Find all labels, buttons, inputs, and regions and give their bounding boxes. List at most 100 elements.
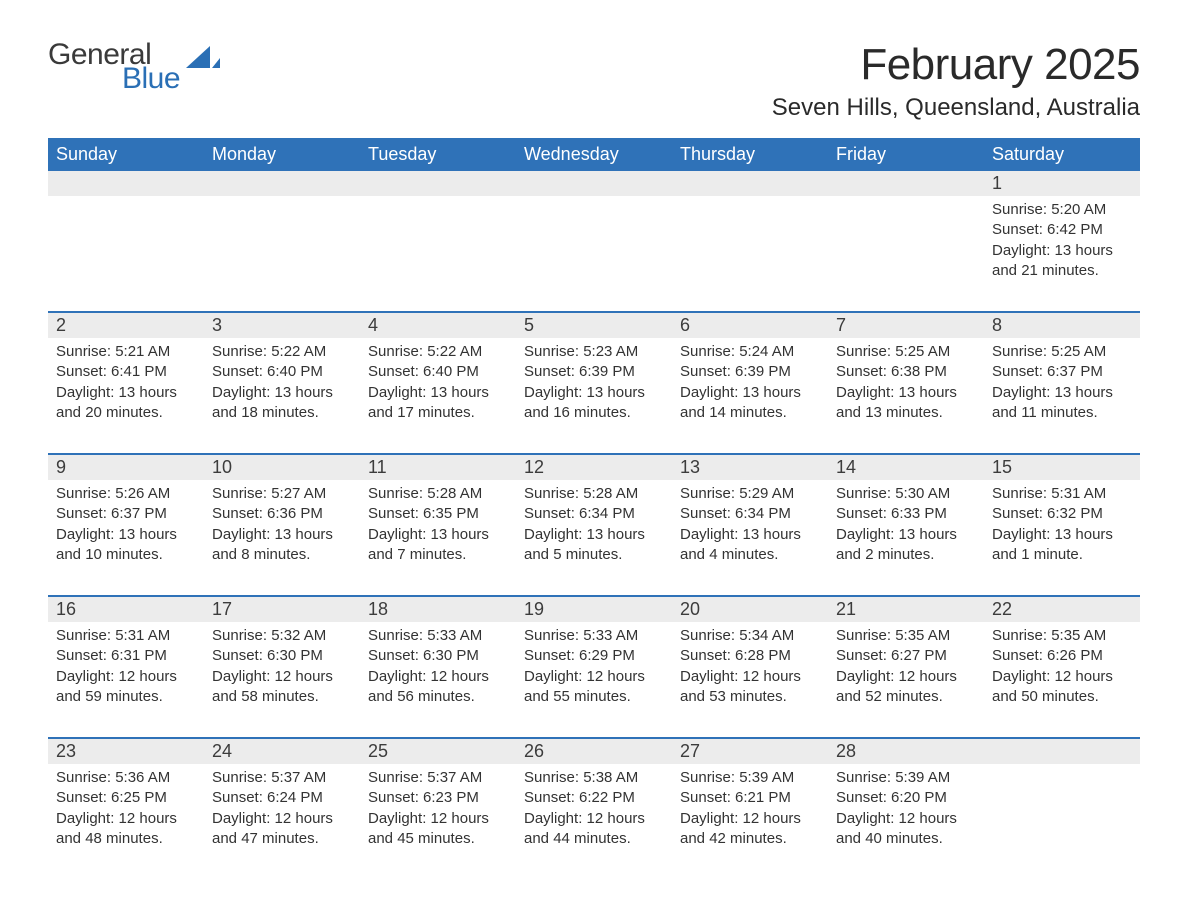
sunrise: Sunrise: 5:26 AM xyxy=(56,484,196,504)
detail-row: Sunrise: 5:36 AMSunset: 6:25 PMDaylight:… xyxy=(48,764,1140,861)
day-number: 21 xyxy=(828,597,984,622)
day-number xyxy=(48,171,204,196)
daylight: Daylight: 13 hours and 18 minutes. xyxy=(212,383,352,424)
detail-row: Sunrise: 5:26 AMSunset: 6:37 PM Daylight:… xyxy=(48,480,1140,596)
daylight: Daylight: 13 hours and 21 minutes. xyxy=(992,241,1132,282)
daylight: Daylight: 12 hours and 53 minutes. xyxy=(680,667,820,708)
day-number: 5 xyxy=(516,313,672,338)
day-detail xyxy=(984,764,1140,861)
sunrise: Sunrise: 5:33 AM xyxy=(368,626,508,646)
day-number: 2 xyxy=(48,313,204,338)
sunset: Sunset: 6:24 PM xyxy=(212,788,352,808)
daylight: Daylight: 13 hours and 14 minutes. xyxy=(680,383,820,424)
day-detail xyxy=(672,196,828,312)
day-detail xyxy=(48,196,204,312)
day-number: 6 xyxy=(672,313,828,338)
daylight: Daylight: 13 hours and 1 minute. xyxy=(992,525,1132,566)
day-detail: Sunrise: 5:28 AMSunset: 6:34 PMDaylight:… xyxy=(516,480,672,596)
sunrise: Sunrise: 5:33 AM xyxy=(524,626,664,646)
daynum-row: 232425262728 xyxy=(48,739,1140,764)
sunrise: Sunrise: 5:31 AM xyxy=(992,484,1132,504)
sunrise: Sunrise: 5:35 AM xyxy=(992,626,1132,646)
day-number: 1 xyxy=(984,171,1140,196)
sunset: Sunset: 6:35 PM xyxy=(368,504,508,524)
day-number: 15 xyxy=(984,455,1140,480)
daylight: Daylight: 13 hours and 17 minutes. xyxy=(368,383,508,424)
sunset: Sunset: 6:40 PM xyxy=(368,362,508,382)
day-detail: Sunrise: 5:26 AMSunset: 6:37 PMDaylight:… xyxy=(48,480,204,596)
daylight: Daylight: 12 hours and 59 minutes. xyxy=(56,667,196,708)
day-number xyxy=(204,171,360,196)
brand-logo: General Blue xyxy=(48,40,220,94)
day-number xyxy=(984,739,1140,764)
day-detail: Sunrise: 5:33 AMSunset: 6:29 PMDaylight:… xyxy=(516,622,672,738)
brand-sail-icon xyxy=(186,46,220,77)
day-number: 9 xyxy=(48,455,204,480)
sunset: Sunset: 6:34 PM xyxy=(680,504,820,524)
daylight: Daylight: 12 hours and 50 minutes. xyxy=(992,667,1132,708)
sunrise: Sunrise: 5:20 AM xyxy=(992,200,1132,220)
day-detail: Sunrise: 5:36 AMSunset: 6:25 PMDaylight:… xyxy=(48,764,204,861)
daylight: Daylight: 13 hours and 2 minutes. xyxy=(836,525,976,566)
day-number: 7 xyxy=(828,313,984,338)
sunrise: Sunrise: 5:29 AM xyxy=(680,484,820,504)
day-header-sat: Saturday xyxy=(984,138,1140,171)
sunrise: Sunrise: 5:21 AM xyxy=(56,342,196,362)
sunrise: Sunrise: 5:38 AM xyxy=(524,768,664,788)
daylight: Daylight: 13 hours and 4 minutes. xyxy=(680,525,820,566)
day-number: 22 xyxy=(984,597,1140,622)
daynum-row: 2345678 xyxy=(48,313,1140,338)
sunrise: Sunrise: 5:27 AM xyxy=(212,484,352,504)
day-number: 25 xyxy=(360,739,516,764)
detail-row: Sunrise: 5:31 AMSunset: 6:31 PMDaylight:… xyxy=(48,622,1140,738)
sunrise: Sunrise: 5:25 AM xyxy=(836,342,976,362)
daylight: Daylight: 13 hours and 8 minutes. xyxy=(212,525,352,566)
day-detail: Sunrise: 5:33 AMSunset: 6:30 PMDaylight:… xyxy=(360,622,516,738)
detail-row: Sunrise: 5:21 AMSunset: 6:41 PMDaylight:… xyxy=(48,338,1140,454)
sunrise: Sunrise: 5:39 AM xyxy=(836,768,976,788)
day-number: 11 xyxy=(360,455,516,480)
day-header-mon: Monday xyxy=(204,138,360,171)
daylight: Daylight: 12 hours and 44 minutes. xyxy=(524,809,664,850)
daynum-row: 16171819202122 xyxy=(48,597,1140,622)
day-detail xyxy=(828,196,984,312)
day-detail: Sunrise: 5:29 AMSunset: 6:34 PMDaylight:… xyxy=(672,480,828,596)
daylight: Daylight: 13 hours and 11 minutes. xyxy=(992,383,1132,424)
sunset: Sunset: 6:40 PM xyxy=(212,362,352,382)
sunrise: Sunrise: 5:31 AM xyxy=(56,626,196,646)
daynum-row: 1 xyxy=(48,171,1140,196)
day-detail: Sunrise: 5:35 AMSunset: 6:26 PMDaylight:… xyxy=(984,622,1140,738)
day-header-sun: Sunday xyxy=(48,138,204,171)
title-block: February 2025 Seven Hills, Queensland, A… xyxy=(772,40,1140,122)
day-number: 26 xyxy=(516,739,672,764)
sunset: Sunset: 6:20 PM xyxy=(836,788,976,808)
sunset: Sunset: 6:31 PM xyxy=(56,646,196,666)
day-number: 23 xyxy=(48,739,204,764)
sunrise: Sunrise: 5:32 AM xyxy=(212,626,352,646)
day-detail: Sunrise: 5:34 AMSunset: 6:28 PMDaylight:… xyxy=(672,622,828,738)
day-detail: Sunrise: 5:39 AMSunset: 6:20 PMDaylight:… xyxy=(828,764,984,861)
day-number: 20 xyxy=(672,597,828,622)
day-detail: Sunrise: 5:24 AMSunset: 6:39 PMDaylight:… xyxy=(672,338,828,454)
daylight: Daylight: 13 hours and 5 minutes. xyxy=(524,525,664,566)
day-detail: Sunrise: 5:31 AMSunset: 6:31 PMDaylight:… xyxy=(48,622,204,738)
sunset: Sunset: 6:30 PM xyxy=(368,646,508,666)
day-number: 10 xyxy=(204,455,360,480)
calendar-table: Sunday Monday Tuesday Wednesday Thursday… xyxy=(48,138,1140,861)
daylight: Daylight: 12 hours and 47 minutes. xyxy=(212,809,352,850)
sunset: Sunset: 6:22 PM xyxy=(524,788,664,808)
day-detail: Sunrise: 5:30 AMSunset: 6:33 PMDaylight:… xyxy=(828,480,984,596)
day-detail: Sunrise: 5:31 AMSunset: 6:32 PMDaylight:… xyxy=(984,480,1140,596)
day-detail: Sunrise: 5:25 AMSunset: 6:38 PMDaylight:… xyxy=(828,338,984,454)
header: General Blue February 2025 Seven Hills, … xyxy=(48,40,1140,122)
day-header-fri: Friday xyxy=(828,138,984,171)
brand-blue: Blue xyxy=(122,64,180,94)
sunrise: Sunrise: 5:37 AM xyxy=(212,768,352,788)
sunset: Sunset: 6:37 PM xyxy=(56,504,196,524)
day-header-tue: Tuesday xyxy=(360,138,516,171)
sunrise: Sunrise: 5:36 AM xyxy=(56,768,196,788)
sunset: Sunset: 6:39 PM xyxy=(524,362,664,382)
sunset: Sunset: 6:23 PM xyxy=(368,788,508,808)
sunset: Sunset: 6:37 PM xyxy=(992,362,1132,382)
sunrise: Sunrise: 5:39 AM xyxy=(680,768,820,788)
